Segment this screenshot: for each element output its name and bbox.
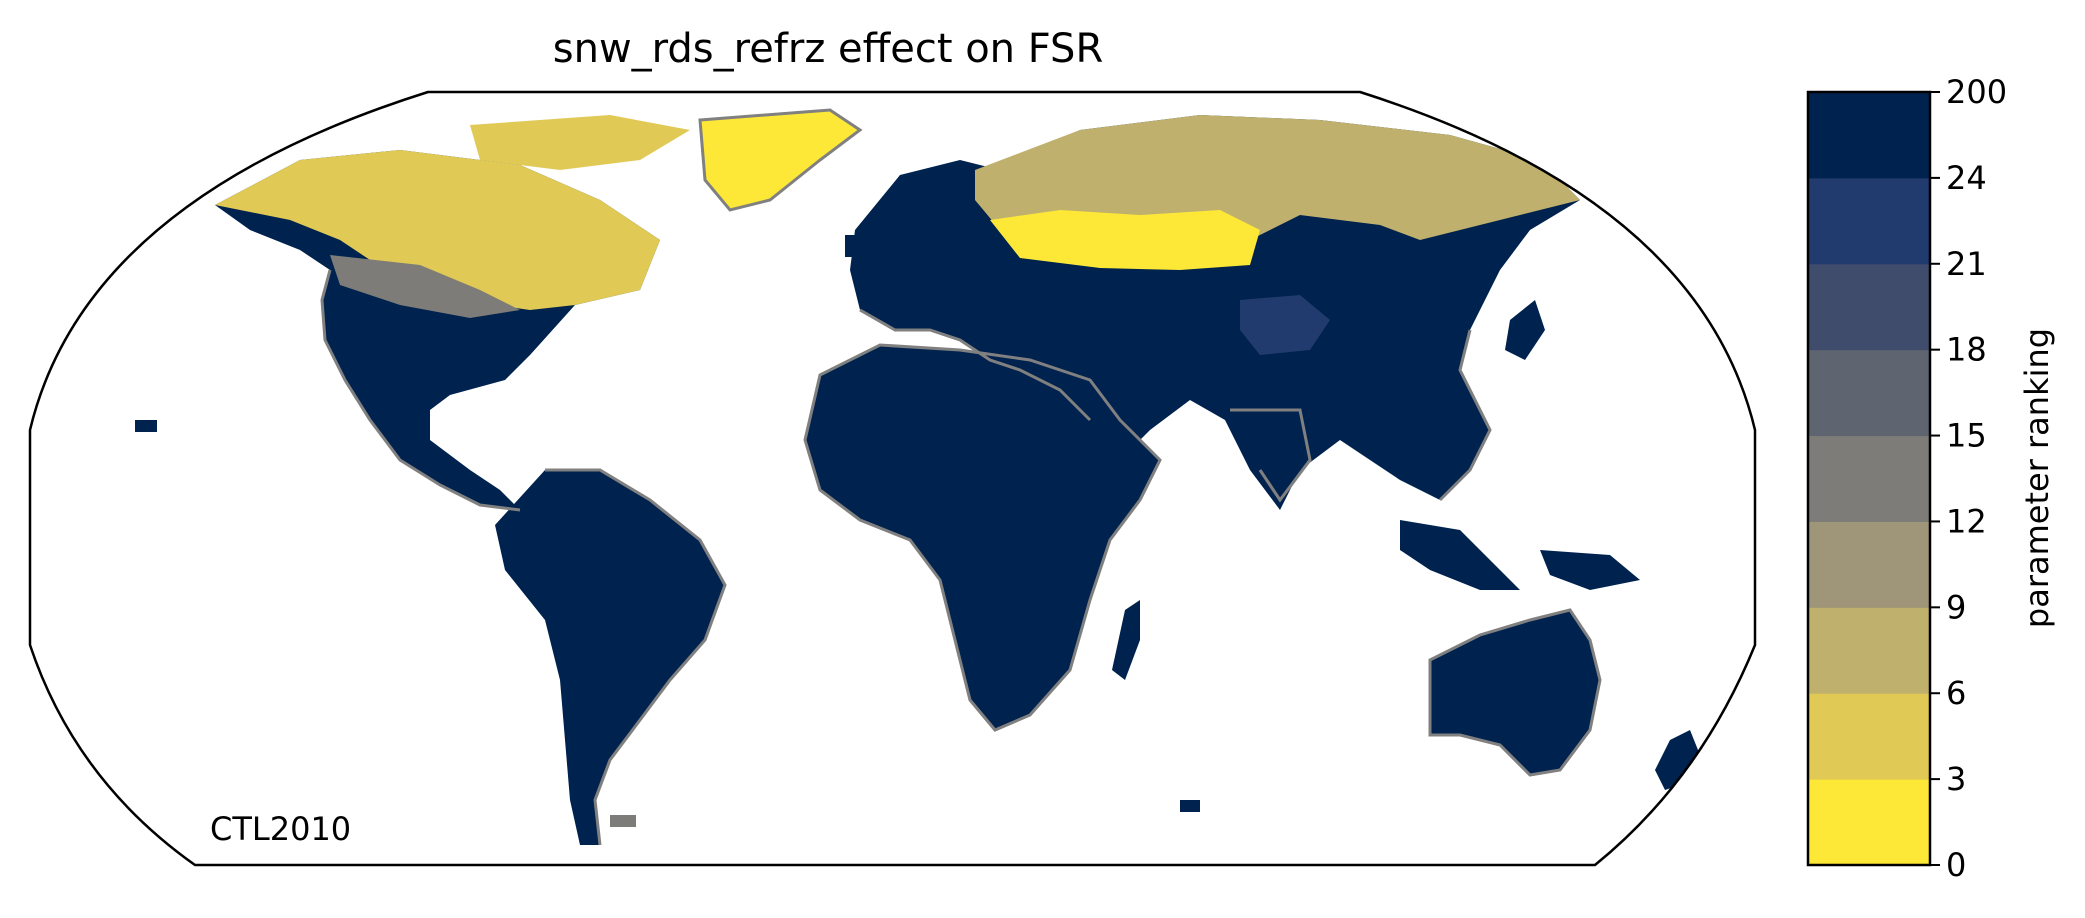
colorbar-tick-label: 12	[1946, 502, 1987, 540]
colorbar-tick-label: 21	[1946, 245, 1987, 283]
africa-landmass	[805, 345, 1160, 730]
colorbar-tick-label: 24	[1946, 159, 1987, 197]
colorbar-label: parameter ranking	[2018, 328, 2056, 628]
map-label: CTL2010	[210, 810, 351, 848]
australia-landmass	[1430, 610, 1600, 775]
colorbar-block	[1808, 349, 1930, 437]
colorbar-tick-label: 0	[1946, 846, 1966, 884]
colorbar-ticks: 0 3 6 9 12 15 18 21 24 200	[1930, 73, 2007, 884]
southeast-asia-islands	[1400, 520, 1520, 590]
colorbar-tick-label: 200	[1946, 73, 2007, 111]
arctic-islands-landmass	[470, 115, 690, 170]
colorbar-tick-label: 18	[1946, 331, 1987, 369]
colorbar-blocks	[1808, 92, 1930, 866]
new-guinea-landmass	[1540, 550, 1640, 590]
tibet-patch	[1240, 295, 1330, 355]
colorbar-frame	[1806, 90, 1932, 867]
colorbar: 0 3 6 9 12 15 18 21 24 200 parameter ranking	[1806, 73, 2056, 884]
north-america-grey-band	[330, 255, 520, 318]
falklands-island	[610, 815, 636, 827]
japan-landmass	[1505, 300, 1545, 360]
north-america-snow-band	[215, 150, 660, 310]
new-zealand-landmass	[1655, 730, 1700, 790]
map-frame	[28, 90, 1757, 867]
iceland-island	[845, 235, 885, 257]
colorbar-block	[1808, 263, 1930, 351]
map-title: snw_rds_refrz effect on FSR	[553, 26, 1104, 72]
colorbar-block	[1808, 607, 1930, 694]
coastlines	[320, 108, 1602, 846]
map-panel: CTL2010	[28, 90, 1757, 867]
india-landmass	[1230, 410, 1310, 500]
south-america-landmass	[495, 470, 725, 845]
colorbar-tick-label: 15	[1946, 417, 1987, 455]
colorbar-block	[1808, 435, 1930, 522]
colorbar-tick-label: 3	[1946, 760, 1966, 798]
colorbar-tick-label: 6	[1946, 674, 1966, 712]
colorbar-block	[1808, 521, 1930, 608]
colorbar-block	[1808, 177, 1930, 265]
colorbar-block	[1808, 693, 1930, 780]
madagascar-landmass	[1112, 600, 1140, 680]
colorbar-block	[1808, 92, 1930, 179]
greenland-landmass[interactable]	[700, 110, 860, 210]
colorbar-block	[1808, 779, 1930, 866]
land-layer	[135, 110, 1700, 845]
hawaii-island	[135, 420, 157, 432]
eurasia-yellow-band	[990, 210, 1260, 270]
colorbar-tick-label: 9	[1946, 588, 1966, 626]
south-georgia-island	[1180, 800, 1200, 812]
